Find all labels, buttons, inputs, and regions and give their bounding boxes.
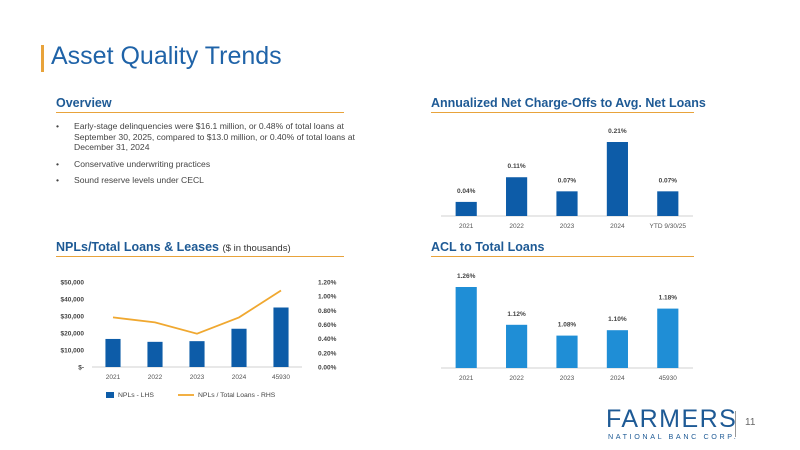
y-left-tick-label: $30,000 — [61, 314, 85, 321]
y-right-tick-label: 0.80% — [318, 308, 337, 315]
y-left-tick-label: $20,000 — [61, 331, 85, 338]
nco-chart-heading: Annualized Net Charge-Offs to Avg. Net L… — [431, 96, 706, 110]
bar-data-label: 0.07% — [659, 177, 678, 184]
acl-chart-heading: ACL to Total Loans — [431, 240, 545, 254]
y-right-tick-label: 0.00% — [318, 365, 337, 372]
bar-data-label: 0.04% — [457, 188, 476, 195]
x-tick-label: 2024 — [610, 375, 625, 382]
y-right-tick-label: 0.40% — [318, 336, 337, 343]
overview-bullet: Conservative underwriting practices — [56, 159, 356, 170]
y-right-tick-label: 1.00% — [318, 294, 337, 301]
bar-data-label: 1.12% — [507, 311, 526, 318]
x-tick-label: 45930 — [272, 374, 290, 381]
logo-subtitle: NATIONAL BANC CORP. — [608, 432, 739, 441]
nco-rule — [431, 112, 694, 113]
x-tick-label: 2022 — [509, 375, 524, 382]
x-tick-label: 2022 — [509, 223, 524, 230]
x-tick-label: 2024 — [232, 374, 247, 381]
title-accent-bar — [41, 45, 44, 72]
x-tick-label: 2021 — [459, 223, 474, 230]
legend-swatch-bars — [106, 392, 114, 398]
bar — [606, 330, 628, 368]
page-title: Asset Quality Trends — [51, 42, 282, 70]
overview-heading: Overview — [56, 96, 112, 110]
bar-data-label: 0.07% — [558, 177, 577, 184]
bar — [556, 335, 578, 368]
legend-label-bars: NPLs - LHS — [118, 392, 154, 399]
overview-bullet: Early-stage delinquencies were $16.1 mil… — [56, 121, 356, 153]
bar — [657, 308, 679, 368]
y-left-tick-label: $- — [78, 365, 84, 372]
bar-data-label: 1.18% — [659, 295, 678, 302]
overview-bullet-list: Early-stage delinquencies were $16.1 mil… — [56, 121, 356, 192]
x-tick-label: 2024 — [610, 223, 625, 230]
bar — [506, 324, 528, 368]
bar — [506, 177, 528, 216]
logo-divider — [735, 411, 736, 437]
x-tick-label: 2023 — [560, 375, 575, 382]
y-right-tick-label: 0.60% — [318, 322, 337, 329]
bar — [556, 191, 578, 216]
farmers-logo: FARMERS NATIONAL BANC CORP. — [606, 405, 738, 441]
x-tick-label: 2021 — [459, 375, 474, 382]
y-left-tick-label: $10,000 — [61, 348, 85, 355]
npl-bar — [231, 328, 247, 367]
npl-chart-subtitle: ($ in thousands) — [222, 243, 291, 254]
npl-ratio-line — [112, 289, 282, 335]
npl-bar — [105, 338, 121, 367]
npl-chart-title: NPLs/Total Loans & Leases — [56, 240, 220, 254]
logo-wordmark: FARMERS — [606, 405, 738, 433]
x-tick-label: 45930 — [659, 375, 677, 382]
nco-bar-chart: 0.04% 2021 0.11% 2022 0.07% 2023 0.21% 2024 0.07… — [441, 128, 693, 230]
page-number: 11 — [745, 417, 756, 428]
npl-chart-heading: NPLs/Total Loans & Leases ($ in thousand… — [56, 240, 291, 254]
x-tick-label: 2023 — [560, 223, 575, 230]
bar-data-label: 0.11% — [508, 163, 526, 170]
y-left-tick-label: $40,000 — [61, 297, 85, 304]
y-left-tick-label: $50,000 — [61, 280, 85, 287]
x-tick-label: YTD 9/30/25 — [650, 223, 687, 230]
legend-label-line: NPLs / Total Loans - RHS — [198, 392, 276, 399]
bar-data-label: 1.08% — [558, 322, 577, 329]
x-tick-label: 2022 — [148, 374, 163, 381]
bar-data-label: 1.26% — [457, 273, 476, 280]
npl-bar — [273, 307, 289, 367]
bar — [455, 287, 477, 368]
bar — [657, 191, 679, 216]
bar-data-label: 1.10% — [608, 316, 627, 323]
npl-rule — [56, 256, 344, 257]
bar-data-label: 0.21% — [608, 128, 627, 135]
bar — [606, 142, 628, 216]
overview-rule — [56, 112, 344, 113]
x-tick-label: 2023 — [190, 374, 205, 381]
overview-bullet: Sound reserve levels under CECL — [56, 175, 356, 186]
y-right-tick-label: 1.20% — [318, 280, 337, 287]
npl-combo-chart: $- $10,000 $20,000 $30,000 $40,000 $50,000 0.0… — [61, 280, 337, 400]
bar — [455, 201, 477, 216]
x-tick-label: 2021 — [106, 374, 121, 381]
acl-bar-chart: 1.26% 2021 1.12% 2022 1.08% 2023 1.10% 2024 1.18… — [441, 273, 693, 382]
y-right-tick-label: 0.20% — [318, 350, 337, 357]
npl-bar — [147, 341, 163, 367]
npl-bar — [189, 341, 205, 367]
acl-rule — [431, 256, 694, 257]
